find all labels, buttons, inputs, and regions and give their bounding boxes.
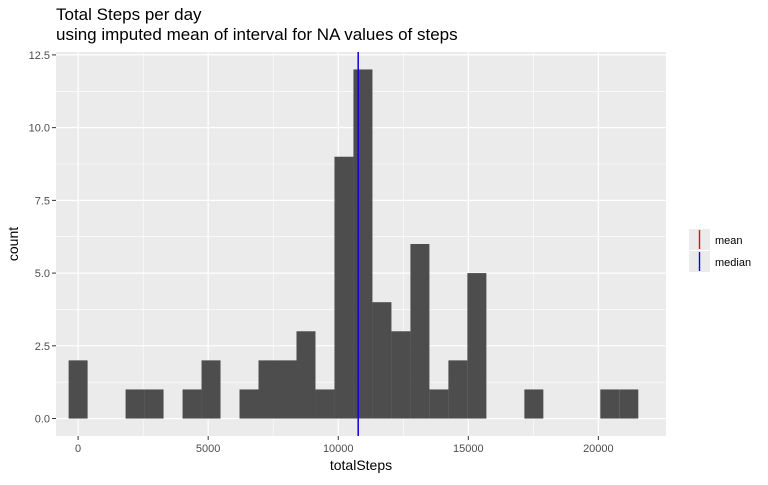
x-axis: 0 5000 10000 15000 20000 — [75, 436, 614, 455]
histogram-bar — [372, 302, 392, 419]
x-tick-label: 15000 — [453, 443, 484, 455]
y-tick-label: 10.0 — [29, 123, 50, 135]
histogram-bar — [429, 389, 449, 419]
histogram-bars — [68, 69, 639, 419]
histogram-bar — [258, 360, 278, 419]
y-tick-label: 12.5 — [29, 50, 50, 62]
histogram-bar — [201, 360, 221, 419]
chart-title: Total Steps per day — [56, 5, 202, 24]
histogram-bar — [619, 389, 639, 419]
histogram-bar — [144, 389, 164, 419]
histogram-bar — [467, 273, 487, 419]
histogram-bar — [125, 389, 145, 419]
x-tick-label: 5000 — [196, 443, 220, 455]
x-tick-label: 0 — [75, 443, 81, 455]
y-axis-title: count — [5, 227, 21, 261]
histogram-bar — [239, 389, 259, 419]
histogram-bar — [448, 360, 468, 419]
histogram-bar — [353, 69, 373, 419]
y-tick-label: 2.5 — [35, 341, 50, 353]
legend-label-median: median — [715, 257, 751, 269]
histogram-bar — [334, 156, 354, 419]
y-tick-label: 5.0 — [35, 268, 50, 280]
x-tick-label: 20000 — [583, 443, 614, 455]
y-tick-label: 0.0 — [35, 414, 50, 426]
legend: mean median — [689, 229, 751, 272]
histogram-bar — [182, 389, 202, 419]
x-tick-label: 10000 — [323, 443, 354, 455]
histogram-bar — [68, 360, 88, 419]
histogram-bar — [315, 389, 335, 419]
x-axis-title: totalSteps — [330, 457, 392, 473]
y-axis: 0.0 2.5 5.0 7.5 10.0 12.5 — [29, 50, 56, 426]
chart-subtitle: using imputed mean of interval for NA va… — [56, 25, 458, 44]
histogram-bar — [600, 389, 620, 419]
histogram-bar — [391, 331, 411, 419]
histogram-bar — [524, 389, 544, 419]
histogram-bar — [410, 244, 430, 419]
legend-label-mean: mean — [715, 235, 743, 247]
histogram-bar — [277, 360, 297, 419]
y-tick-label: 7.5 — [35, 195, 50, 207]
histogram-bar — [296, 331, 316, 419]
